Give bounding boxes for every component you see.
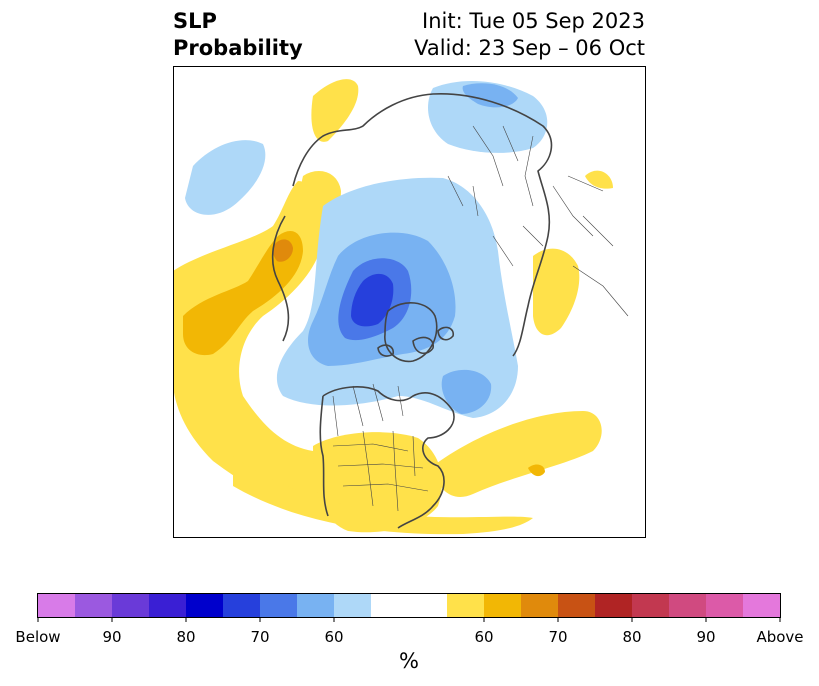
colorbar-above-cell [632,594,670,617]
colorbar-tick-label: 70 [548,628,567,646]
colorbar-tick-label: 90 [696,628,715,646]
coastlines [271,93,553,529]
colorbar-below-cell [334,594,372,617]
colorbar-tick-label: 90 [102,628,121,646]
atlantic-above-65 [528,464,545,477]
colorbar-tick-label: 60 [474,628,493,646]
colorbar-tick-label: Below [15,628,60,646]
colorbar-above-cell [521,594,559,617]
pacific-below-60 [185,140,266,215]
chart-title: SLP Probability [173,8,303,62]
colorbar-above-cell [743,594,781,617]
colorbar-neutral-cell [371,594,447,617]
eurasia-coast [292,93,553,357]
colorbar-tick-label: 70 [250,628,269,646]
probability-map [173,66,646,538]
colorbar-below-cell [149,594,187,617]
far-east-above [585,170,613,189]
probability-fields [173,79,613,535]
canada-below-65 [441,369,492,414]
colorbar: Below 90 80 70 60 60 70 80 90 Above % [15,593,804,673]
colorbar-below-cell [223,594,261,617]
colorbar-frame [37,593,781,618]
siberia-below-60 [428,81,548,153]
colorbar-above-cell [447,594,485,617]
colorbar-tick-label: 60 [324,628,343,646]
title-line-probability: Probability [173,36,303,60]
pacific-above-70 [272,239,293,262]
colorbar-above-cell [484,594,522,617]
colorbar-tick-label: Above [756,628,803,646]
forecast-dates: Init: Tue 05 Sep 2023 Valid: 23 Sep – 06… [414,8,645,62]
init-date: Init: Tue 05 Sep 2023 [422,9,645,33]
title-line-slp: SLP [173,9,217,33]
colorbar-tick-label: 80 [176,628,195,646]
colorbar-below-cell [75,594,113,617]
nw-below-65 [462,83,518,108]
europe-above-a [311,79,359,142]
greenland-coast [384,302,438,363]
arctic-below-75 [351,273,394,327]
colorbar-cells [38,594,781,617]
colorbar-ticks: Below 90 80 70 60 60 70 80 90 Above [15,617,804,646]
colorbar-below-cell [186,594,224,617]
colorbar-below-cell [112,594,150,617]
valid-range: Valid: 23 Sep – 06 Oct [414,36,645,60]
southern-arc-above [233,456,533,535]
atlantic-above [433,411,602,497]
colorbar-below-cell [38,594,76,617]
map-frame [173,66,646,538]
border-lines [332,125,629,512]
asia-above [533,248,580,336]
colorbar-below-cell [260,594,298,617]
colorbar-above-cell [706,594,744,617]
colorbar-above-cell [669,594,707,617]
colorbar-tick-label: 80 [622,628,641,646]
north-america-coast [319,386,455,529]
canada-lines [332,383,404,437]
colorbar-above-cell [558,594,596,617]
arctic-islands [377,326,455,357]
colorbar-unit-label: % [399,649,419,673]
alaska-coast [271,215,290,342]
political-borders [332,125,629,512]
colorbar-below-cell [297,594,335,617]
colorbar-above-cell [595,594,633,617]
